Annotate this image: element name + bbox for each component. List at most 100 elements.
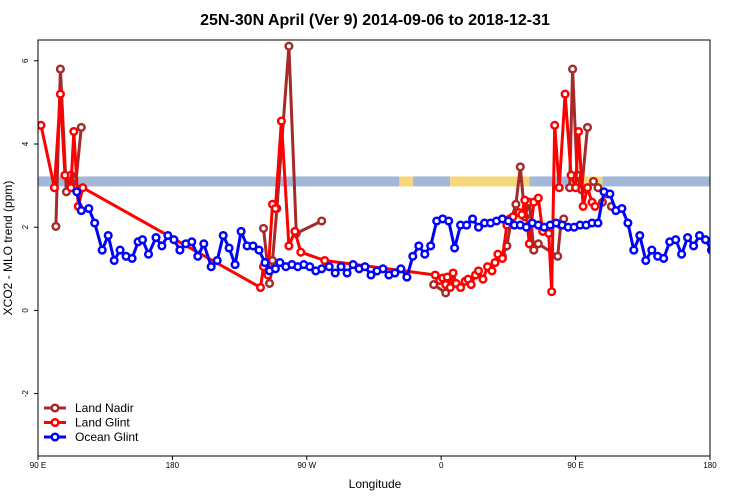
- data-point-ocean-glint: [137, 235, 148, 245]
- data-point-land-glint: [320, 255, 330, 266]
- series-land-glint: [38, 89, 600, 297]
- data-point-ocean-glint: [635, 230, 645, 241]
- series-line-land-glint: [39, 92, 597, 294]
- data-point-ocean-glint: [248, 241, 258, 251]
- data-point-land-nadir: [533, 239, 543, 249]
- data-point-land-nadir: [55, 64, 65, 74]
- data-point-land-glint: [566, 170, 576, 180]
- data-point-ocean-glint: [157, 241, 167, 251]
- data-point-ocean-glint: [641, 255, 651, 266]
- series-line-ocean-glint: [75, 190, 710, 279]
- data-point-land-glint: [554, 183, 564, 193]
- plot-frame: [37, 39, 711, 457]
- data-point-ocean-glint: [97, 245, 107, 255]
- data-point-land-nadir: [284, 41, 294, 51]
- data-point-ocean-glint: [163, 230, 173, 241]
- data-point-ocean-glint: [103, 230, 113, 241]
- data-point-land-glint: [466, 280, 476, 290]
- data-point-ocean-glint: [468, 214, 478, 224]
- data-point-land-glint: [517, 210, 527, 220]
- data-point-ocean-glint: [206, 262, 216, 272]
- data-point-land-glint: [487, 266, 497, 276]
- data-point-ocean-glint: [84, 203, 94, 214]
- data-point-ocean-glint: [617, 203, 627, 214]
- data-point-ocean-glint: [694, 230, 705, 241]
- data-point-ocean-glint: [605, 189, 615, 199]
- data-point-ocean-glint: [336, 262, 346, 272]
- data-point-land-glint: [60, 170, 70, 180]
- x-axis-label: Longitude: [349, 477, 402, 491]
- data-point-ocean-glint: [426, 241, 436, 251]
- data-point-land-glint: [55, 89, 65, 99]
- data-point-ocean-glint: [390, 268, 400, 278]
- data-point-ocean-glint: [169, 235, 179, 245]
- data-point-ocean-glint: [109, 255, 119, 266]
- data-point-land-glint: [524, 239, 534, 249]
- data-point-land-glint: [547, 287, 557, 297]
- data-point-ocean-glint: [366, 270, 376, 280]
- data-point-land-glint: [78, 183, 88, 193]
- data-point-ocean-glint: [689, 241, 699, 251]
- data-point-ocean-glint: [700, 235, 710, 245]
- x-tick-label: 90 E: [30, 461, 46, 470]
- data-point-land-glint: [533, 193, 543, 203]
- legend-marker-land-nadir: [50, 403, 60, 413]
- ticks-layer: 90 E 180 90 W 0 90 E 180 -2 0 2 4 6: [21, 58, 717, 470]
- band-ocean-segment: [38, 176, 400, 187]
- data-point-ocean-glint: [115, 245, 125, 255]
- data-point-land-nadir: [258, 223, 269, 233]
- band-land-segment: [450, 176, 530, 187]
- data-point-ocean-glint: [444, 216, 454, 226]
- data-point-ocean-glint: [450, 243, 460, 253]
- data-point-land-nadir: [593, 183, 603, 193]
- data-point-ocean-glint: [270, 264, 280, 274]
- legend-label-land-nadir: Land Nadir: [75, 401, 134, 415]
- data-point-land-glint: [490, 258, 500, 268]
- x-tick-label: 180: [166, 461, 180, 470]
- data-point-ocean-glint: [224, 243, 234, 253]
- data-point-land-nadir: [511, 199, 521, 209]
- data-point-land-nadir: [317, 216, 327, 226]
- y-tick-label: 0: [21, 308, 30, 313]
- data-point-land-glint: [270, 203, 280, 214]
- data-point-land-glint: [69, 126, 79, 137]
- band-ocean-segment: [529, 176, 569, 187]
- data-point-ocean-glint: [714, 241, 721, 248]
- data-point-land-glint: [550, 120, 560, 130]
- data-point-ocean-glint: [127, 253, 137, 263]
- data-point-land-nadir: [76, 122, 86, 132]
- data-point-ocean-glint: [744, 257, 750, 264]
- legend-label-ocean-glint: Ocean Glint: [75, 430, 139, 444]
- data-point-ocean-glint: [726, 253, 733, 260]
- data-point-ocean-glint: [420, 249, 430, 259]
- series-land-nadir: [51, 41, 616, 298]
- series-ocean-glint: [72, 187, 750, 282]
- data-point-land-glint: [430, 270, 440, 280]
- data-point-ocean-glint: [629, 245, 639, 255]
- x-tick-label: 180: [703, 461, 717, 470]
- data-point-ocean-glint: [503, 216, 513, 226]
- data-point-ocean-glint: [151, 233, 161, 243]
- data-point-ocean-glint: [671, 235, 681, 245]
- data-point-land-glint: [38, 120, 46, 130]
- data-point-ocean-glint: [72, 187, 82, 197]
- data-point-ocean-glint: [317, 264, 327, 274]
- x-tick-label: 0: [439, 461, 444, 470]
- data-point-land-glint: [290, 226, 300, 236]
- band-ocean-segment: [602, 176, 710, 187]
- data-point-land-glint: [574, 126, 584, 137]
- data-point-land-glint: [578, 201, 588, 211]
- legend-marker-ocean-glint: [50, 432, 60, 442]
- data-point-ocean-glint: [683, 233, 693, 243]
- data-point-ocean-glint: [738, 263, 745, 270]
- data-point-ocean-glint: [76, 206, 86, 216]
- x-tick-label: 90 W: [297, 461, 316, 470]
- data-point-land-glint: [49, 183, 59, 193]
- data-point-ocean-glint: [143, 249, 154, 259]
- y-axis-label: XCO2 - MLO trend (ppm): [1, 181, 15, 316]
- data-point-land-glint: [296, 247, 306, 257]
- data-point-land-glint: [571, 183, 581, 193]
- series-layer: [38, 41, 750, 298]
